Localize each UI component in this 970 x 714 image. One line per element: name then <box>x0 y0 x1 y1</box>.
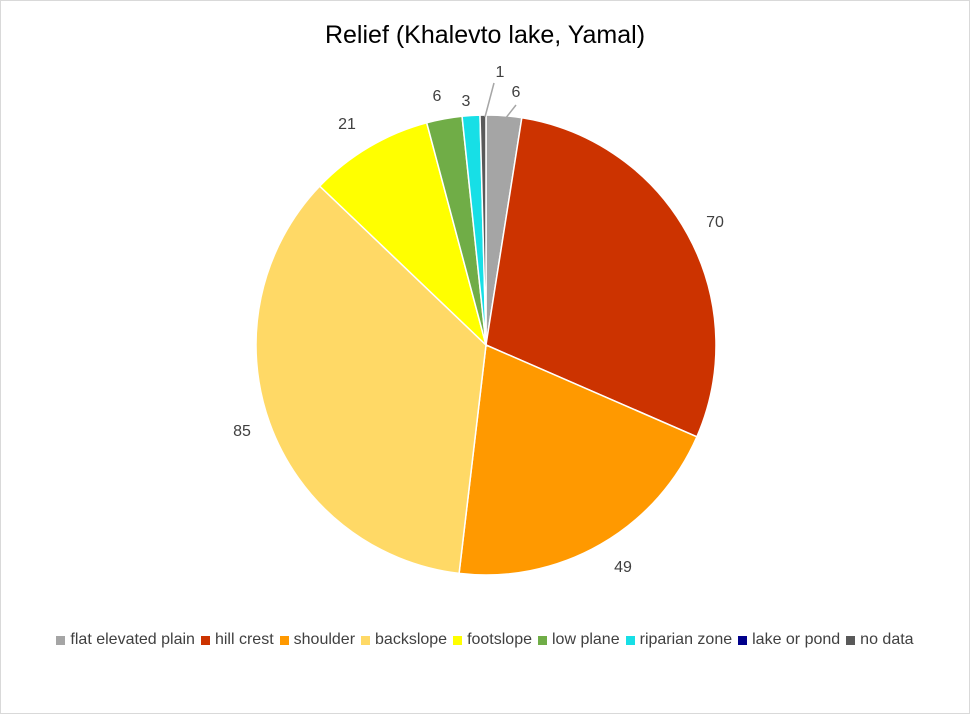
legend-label: footslope <box>467 631 532 648</box>
legend-swatch <box>846 635 856 645</box>
legend-item-hill-crest: hill crest <box>200 631 274 649</box>
legend-label: hill crest <box>214 631 274 648</box>
data-label-shoulder: 49 <box>614 559 632 576</box>
slice-shoulder <box>458 343 698 576</box>
data-label-backslope: 85 <box>233 423 251 440</box>
legend-item-backslope: backslope <box>361 631 447 649</box>
slice-hill-crest <box>485 116 717 438</box>
data-label-hill-crest: 70 <box>706 214 724 231</box>
data-label-no-data: 1 <box>496 64 505 81</box>
legend-item-riparian-zone: riparian zone <box>625 631 733 649</box>
pie-chart: 6 70 49 85 21 6 3 1 <box>233 64 724 576</box>
legend-item-lake-or-pond: lake or pond <box>738 631 840 649</box>
legend-swatch <box>56 635 66 645</box>
legend-swatch <box>738 635 748 645</box>
legend-swatch <box>625 635 635 645</box>
legend-swatch <box>538 635 547 645</box>
legend: flat elevated plain hill crest shoulder bac… <box>1 631 969 649</box>
chart-title: Relief (Khalevto lake, Yamal) <box>324 21 646 49</box>
legend-item-flat-elevated-plain: flat elevated plain <box>56 631 195 649</box>
legend-item-low-plane: low plane <box>538 631 620 649</box>
legend-label: shoulder <box>293 631 356 648</box>
legend-label: flat elevated plain <box>70 631 195 648</box>
legend-label: backslope <box>375 631 448 648</box>
legend-item-footslope: footslope <box>453 631 532 649</box>
legend-item-no-data: no data <box>846 631 914 649</box>
legend-swatch <box>453 635 463 645</box>
data-label-low-plane: 6 <box>433 88 442 105</box>
leader-line-no-data <box>484 82 495 118</box>
legend-label: riparian zone <box>639 631 733 648</box>
leader-line-flat-elevated-plain <box>504 104 517 120</box>
legend-swatch <box>361 635 371 645</box>
data-label-riparian-zone: 3 <box>462 93 471 110</box>
legend-swatch <box>279 635 289 645</box>
legend-swatch <box>200 635 210 645</box>
legend-label: no data <box>860 631 914 648</box>
slice-backslope <box>255 185 487 575</box>
legend-item-shoulder: shoulder <box>279 631 356 649</box>
legend-label: low plane <box>552 631 620 648</box>
legend-label: lake or pond <box>752 631 841 648</box>
data-label-footslope: 21 <box>338 116 356 133</box>
data-label-flat-elevated-plain: 6 <box>512 84 521 101</box>
slice-footslope <box>318 121 488 348</box>
